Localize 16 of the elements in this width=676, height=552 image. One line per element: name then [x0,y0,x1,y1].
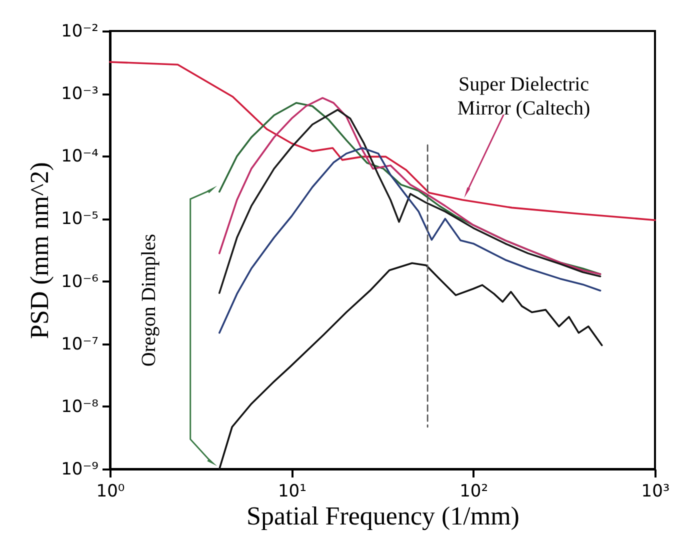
y-tick-label: 10⁻⁵ [61,209,98,230]
y-tick-label: 10⁻⁸ [61,396,99,417]
y-tick-label: 10⁻³ [61,84,98,104]
x-tick-label: 10¹ [278,482,306,502]
annotation: Oregon Dimples [138,234,160,367]
y-tick-label: 10⁻⁹ [61,460,99,480]
annotation: Super Dielectric Mirror (Caltech) [457,73,590,120]
x-tick-label: 10² [460,482,488,502]
y-tick-label: 10⁻⁶ [61,272,99,292]
y-tick-label: 10⁻² [61,22,98,42]
x-tick-label: 10³ [641,482,670,502]
x-axis-title: Spatial Frequency (1/mm) [246,502,520,530]
y-axis-title: PSD (mm nm^2) [25,162,54,339]
x-tick-label: 10⁰ [96,482,125,502]
y-tick-label: 10⁻⁷ [61,334,99,354]
y-tick-label: 10⁻⁴ [61,146,99,167]
